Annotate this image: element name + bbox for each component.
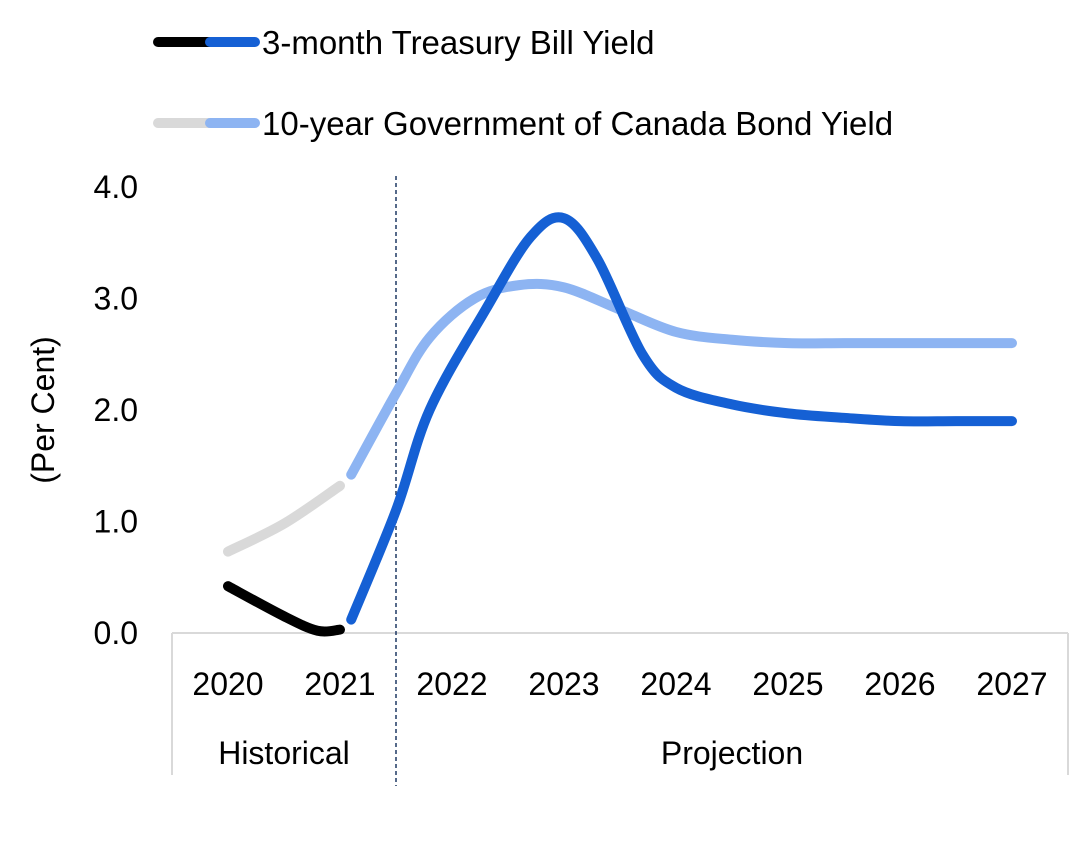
y-tick-label: 3.0 xyxy=(94,281,138,317)
legend-item-bond: 10-year Government of Canada Bond Yield xyxy=(153,105,893,142)
y-axis-label: (Per Cent) xyxy=(25,336,61,484)
series-layer xyxy=(223,212,1017,637)
series-line-bond-projection xyxy=(346,278,1017,480)
series-line-tbill-historical xyxy=(223,581,345,637)
x-axis-groups: Historical Projection xyxy=(218,735,803,771)
x-tick-label: 2021 xyxy=(304,666,375,702)
x-group-label: Historical xyxy=(218,735,350,771)
x-tick-label: 2025 xyxy=(752,666,823,702)
legend: 3-month Treasury Bill Yield 10-year Gove… xyxy=(153,24,893,142)
legend-label-tbill: 3-month Treasury Bill Yield xyxy=(262,24,655,61)
y-axis-ticks: 0.0 1.0 2.0 3.0 4.0 xyxy=(94,169,138,651)
x-tick-label: 2026 xyxy=(864,666,935,702)
x-group-label: Projection xyxy=(661,735,803,771)
y-tick-label: 2.0 xyxy=(94,392,138,428)
legend-label-bond: 10-year Government of Canada Bond Yield xyxy=(262,105,893,142)
series-line-bond-historical xyxy=(223,480,345,557)
series-line-tbill-projection xyxy=(346,212,1017,625)
x-tick-label: 2024 xyxy=(640,666,711,702)
y-tick-label: 4.0 xyxy=(94,169,138,205)
x-axis-ticks: 2020 2021 2022 2023 2024 2025 2026 2027 xyxy=(192,666,1047,702)
x-tick-label: 2020 xyxy=(192,666,263,702)
x-tick-label: 2023 xyxy=(528,666,599,702)
y-tick-label: 0.0 xyxy=(94,615,138,651)
x-tick-label: 2027 xyxy=(976,666,1047,702)
legend-item-tbill: 3-month Treasury Bill Yield xyxy=(153,24,655,61)
y-tick-label: 1.0 xyxy=(94,504,138,540)
x-tick-label: 2022 xyxy=(416,666,487,702)
